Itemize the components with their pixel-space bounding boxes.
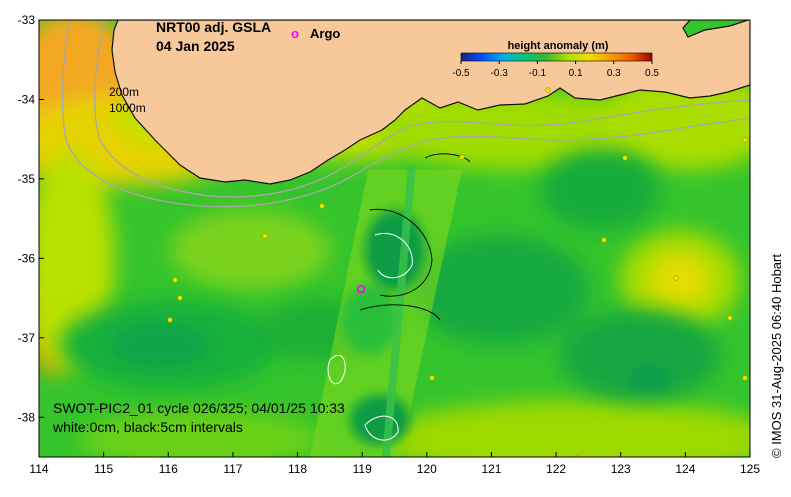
colorbar-tick-label: 0.1 — [569, 68, 583, 79]
isobath-label-200m: 200m — [109, 85, 139, 99]
argo-float[interactable] — [545, 87, 551, 93]
x-tick-label: 122 — [546, 462, 566, 476]
y-tick-label: -37 — [18, 331, 36, 345]
argo-float[interactable] — [319, 203, 325, 209]
x-tick-label: 125 — [740, 462, 760, 476]
credit-text: © IMOS 31-Aug-2025 06:40 Hobart — [769, 254, 784, 458]
argo-float[interactable] — [673, 275, 679, 281]
colorbar-title: height anomaly (m) — [508, 40, 609, 52]
argo-float[interactable] — [429, 375, 435, 381]
argo-float[interactable] — [172, 277, 178, 283]
colorbar-scale — [460, 52, 653, 62]
plot-frame — [38, 19, 751, 458]
colorbar-tick-label: 0.5 — [645, 68, 659, 79]
map-title: NRT00 adj. GSLA — [156, 19, 271, 35]
argo-float[interactable] — [177, 295, 183, 301]
x-tick-label: 118 — [288, 462, 307, 476]
x-tick-label: 117 — [223, 462, 242, 476]
contour-lines — [327, 153, 471, 441]
argo-floats — [127, 87, 748, 461]
y-tick-label: -36 — [18, 251, 36, 265]
argo-legend-symbol: o — [291, 26, 299, 41]
argo-legend-label: Argo — [310, 26, 340, 41]
x-tick-label: 116 — [159, 462, 178, 476]
y-tick-label: -34 — [18, 92, 36, 106]
x-axis: 114 115 116 117 118 119 120 121 122 123 124 125 — [29, 452, 760, 476]
x-tick-label: 123 — [611, 462, 631, 476]
argo-float-highlight[interactable] — [356, 284, 366, 294]
y-tick-label: -35 — [18, 172, 36, 186]
colorbar-tick-label: -0.3 — [491, 68, 509, 79]
isobath-label-1000m: 1000m — [109, 101, 146, 115]
argo-highlight — [356, 284, 366, 294]
swot-swath — [310, 165, 462, 457]
argo-float[interactable] — [727, 315, 733, 321]
argo-float[interactable] — [742, 375, 748, 381]
argo-float[interactable] — [575, 455, 581, 461]
x-tick-label: 121 — [481, 462, 501, 476]
y-tick-label: -33 — [18, 13, 36, 27]
colorbar-tick-label: -0.1 — [529, 68, 547, 79]
argo-float[interactable] — [127, 455, 133, 461]
colorbar: height anomaly (m) -0.5 -0.3 -0.1 0.1 0.3 0.5 — [452, 40, 659, 79]
argo-float[interactable] — [262, 233, 268, 239]
y-tick-label: -38 — [18, 410, 36, 424]
x-tick-label: 119 — [353, 462, 372, 476]
x-tick-label: 114 — [29, 462, 48, 476]
argo-float[interactable] — [622, 155, 628, 161]
colorbar-tick-label: 0.3 — [607, 68, 621, 79]
x-tick-label: 124 — [675, 462, 695, 476]
argo-float[interactable] — [152, 455, 158, 461]
swath-label: SWOT-PIC2_01 cycle 026/325; 04/01/25 10:… — [53, 400, 345, 416]
argo-float[interactable] — [601, 237, 607, 243]
isobath-lines — [61, 20, 750, 208]
map-date: 04 Jan 2025 — [156, 38, 235, 54]
argo-float[interactable] — [742, 137, 748, 143]
argo-float[interactable] — [459, 154, 465, 160]
x-tick-label: 115 — [94, 462, 113, 476]
argo-float[interactable] — [167, 317, 173, 323]
contour-note: white:0cm, black:5cm intervals — [52, 419, 243, 435]
x-tick-label: 120 — [417, 462, 437, 476]
colorbar-tick-label: -0.5 — [452, 68, 470, 79]
y-axis: -33 -34 -35 -36 -37 -38 — [18, 13, 44, 424]
